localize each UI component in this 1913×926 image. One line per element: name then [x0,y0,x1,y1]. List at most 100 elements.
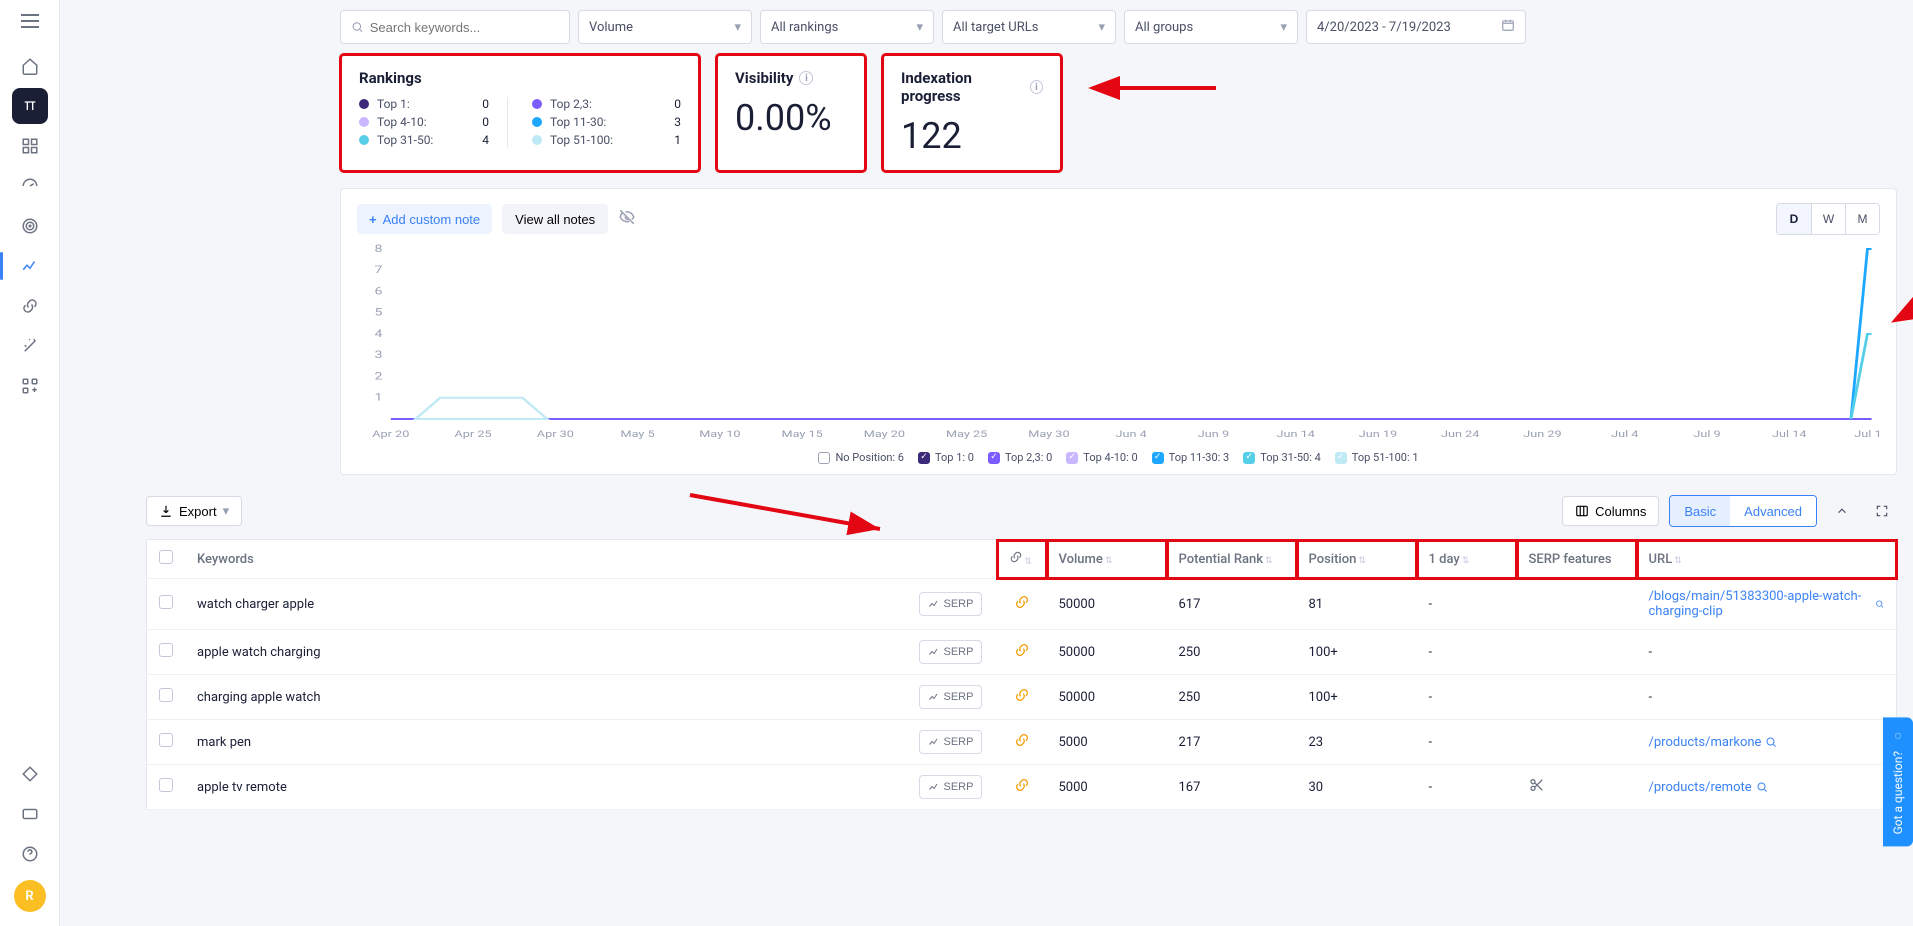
legend-item[interactable]: No Position: 6 [818,451,904,464]
rank-value: 4 [482,133,489,147]
svg-text:1: 1 [374,392,382,403]
dashboard-icon[interactable] [12,128,48,164]
col-day[interactable]: 1 day⇅ [1417,540,1517,579]
export-button[interactable]: Export ▾ [146,496,242,526]
basic-toggle[interactable]: Basic [1670,496,1730,526]
col-keywords[interactable]: Keywords [185,540,907,579]
legend-item[interactable]: Top 31-50: 4 [1243,451,1321,464]
svg-text:May 5: May 5 [621,429,655,440]
col-position[interactable]: Position⇅ [1297,540,1417,579]
volume-select[interactable]: Volume ▾ [578,10,752,44]
search-icon [1765,736,1777,748]
rank-label: Top 2,3: [550,97,666,111]
legend-checkbox[interactable] [1066,452,1078,464]
row-checkbox[interactable] [159,733,173,747]
url-link[interactable]: /blogs/main/51383300-apple-watch-chargin… [1649,589,1885,619]
legend-checkbox[interactable] [988,452,1000,464]
col-volume-label: Volume [1059,552,1103,567]
link-nav-icon[interactable] [12,288,48,324]
diamond-icon[interactable] [12,756,48,792]
add-note-button[interactable]: + Add custom note [357,204,492,234]
help-tab[interactable]: Got a question? ◌ [1883,717,1913,846]
serp-button[interactable]: SERP [919,685,983,709]
cell-serp-features [1517,579,1637,630]
wand-icon[interactable] [12,328,48,364]
col-volume[interactable]: Volume⇅ [1047,540,1167,579]
urls-select[interactable]: All target URLs ▾ [942,10,1116,44]
legend-checkbox[interactable] [1152,452,1164,464]
trend-nav-icon[interactable] [12,248,48,284]
help-icon[interactable] [12,836,48,872]
legend-item[interactable]: Top 51-100: 1 [1335,451,1419,464]
row-checkbox[interactable] [159,595,173,609]
row-checkbox[interactable] [159,778,173,792]
search-icon [351,20,364,34]
granularity-toggle: DWM [1776,203,1880,235]
url-link[interactable]: /products/remote [1649,780,1768,795]
view-notes-button[interactable]: View all notes [502,204,608,234]
search-input[interactable] [370,20,559,35]
serp-button[interactable]: SERP [919,730,983,754]
plus-icon: + [369,212,377,227]
keywords-table: Keywords ⇅ Volume⇅ Potential Rank⇅ Posit… [146,539,1897,810]
search-icon [1756,781,1768,793]
rank-label: Top 4-10: [377,115,474,129]
svg-text:7: 7 [374,264,382,275]
legend-item[interactable]: Top 4-10: 0 [1066,451,1137,464]
cell-potential: 617 [1167,579,1297,630]
groups-select-label: All groups [1135,20,1193,35]
groups-select[interactable]: All groups ▾ [1124,10,1298,44]
pi-nav-icon[interactable] [12,88,48,124]
target-icon[interactable] [12,208,48,244]
row-checkbox[interactable] [159,688,173,702]
select-all-checkbox[interactable] [159,550,173,564]
fullscreen-button[interactable] [1867,496,1897,526]
serp-button[interactable]: SERP [919,592,983,616]
row-checkbox[interactable] [159,643,173,657]
avatar[interactable]: R [14,880,46,912]
advanced-toggle[interactable]: Advanced [1730,496,1816,526]
granularity-w[interactable]: W [1811,204,1845,234]
legend-item[interactable]: Top 2,3: 0 [988,451,1052,464]
wallet-icon[interactable] [12,796,48,832]
collapse-button[interactable] [1827,496,1857,526]
granularity-d[interactable]: D [1777,204,1811,234]
legend-checkbox[interactable] [1335,452,1347,464]
columns-label: Columns [1595,504,1646,519]
gauge-icon[interactable] [12,168,48,204]
col-url[interactable]: URL⇅ [1637,540,1897,579]
search-input-wrapper[interactable] [340,10,570,44]
cell-potential: 250 [1167,630,1297,675]
svg-text:Jul 4: Jul 4 [1611,429,1638,440]
kpi-row: Rankings Top 1: 0 Top 4-10: 0 Top 31-50:… [60,54,1913,172]
export-label: Export [179,504,217,519]
col-link[interactable]: ⇅ [997,540,1047,579]
serp-button[interactable]: SERP [919,640,983,664]
rank-dot [359,117,369,127]
columns-button[interactable]: Columns [1562,496,1659,526]
apps-icon[interactable] [12,368,48,404]
rankings-select[interactable]: All rankings ▾ [760,10,934,44]
chat-icon: ◌ [1891,729,1905,743]
url-link[interactable]: /products/markone [1649,735,1778,750]
col-potential[interactable]: Potential Rank⇅ [1167,540,1297,579]
chevron-down-icon: ▾ [223,503,230,519]
col-serp-features[interactable]: SERP features [1517,540,1637,579]
menu-toggle-icon[interactable] [21,14,39,32]
urls-select-label: All target URLs [953,20,1038,35]
home-icon[interactable] [12,48,48,84]
granularity-m[interactable]: M [1845,204,1879,234]
date-range-picker[interactable]: 4/20/2023 - 7/19/2023 [1306,10,1526,44]
legend-item[interactable]: Top 11-30: 3 [1152,451,1230,464]
legend-checkbox[interactable] [918,452,930,464]
cell-keyword: mark pen [185,720,907,765]
rank-value: 0 [674,97,681,111]
legend-item[interactable]: Top 1: 0 [918,451,974,464]
serp-button[interactable]: SERP [919,775,983,799]
legend-checkbox[interactable] [1243,452,1255,464]
legend-checkbox[interactable] [818,452,830,464]
eye-off-icon[interactable] [618,208,636,230]
svg-text:Apr 20: Apr 20 [372,429,409,440]
cell-day: - [1417,630,1517,675]
chart-panel: + Add custom note View all notes DWM 123… [340,188,1897,475]
